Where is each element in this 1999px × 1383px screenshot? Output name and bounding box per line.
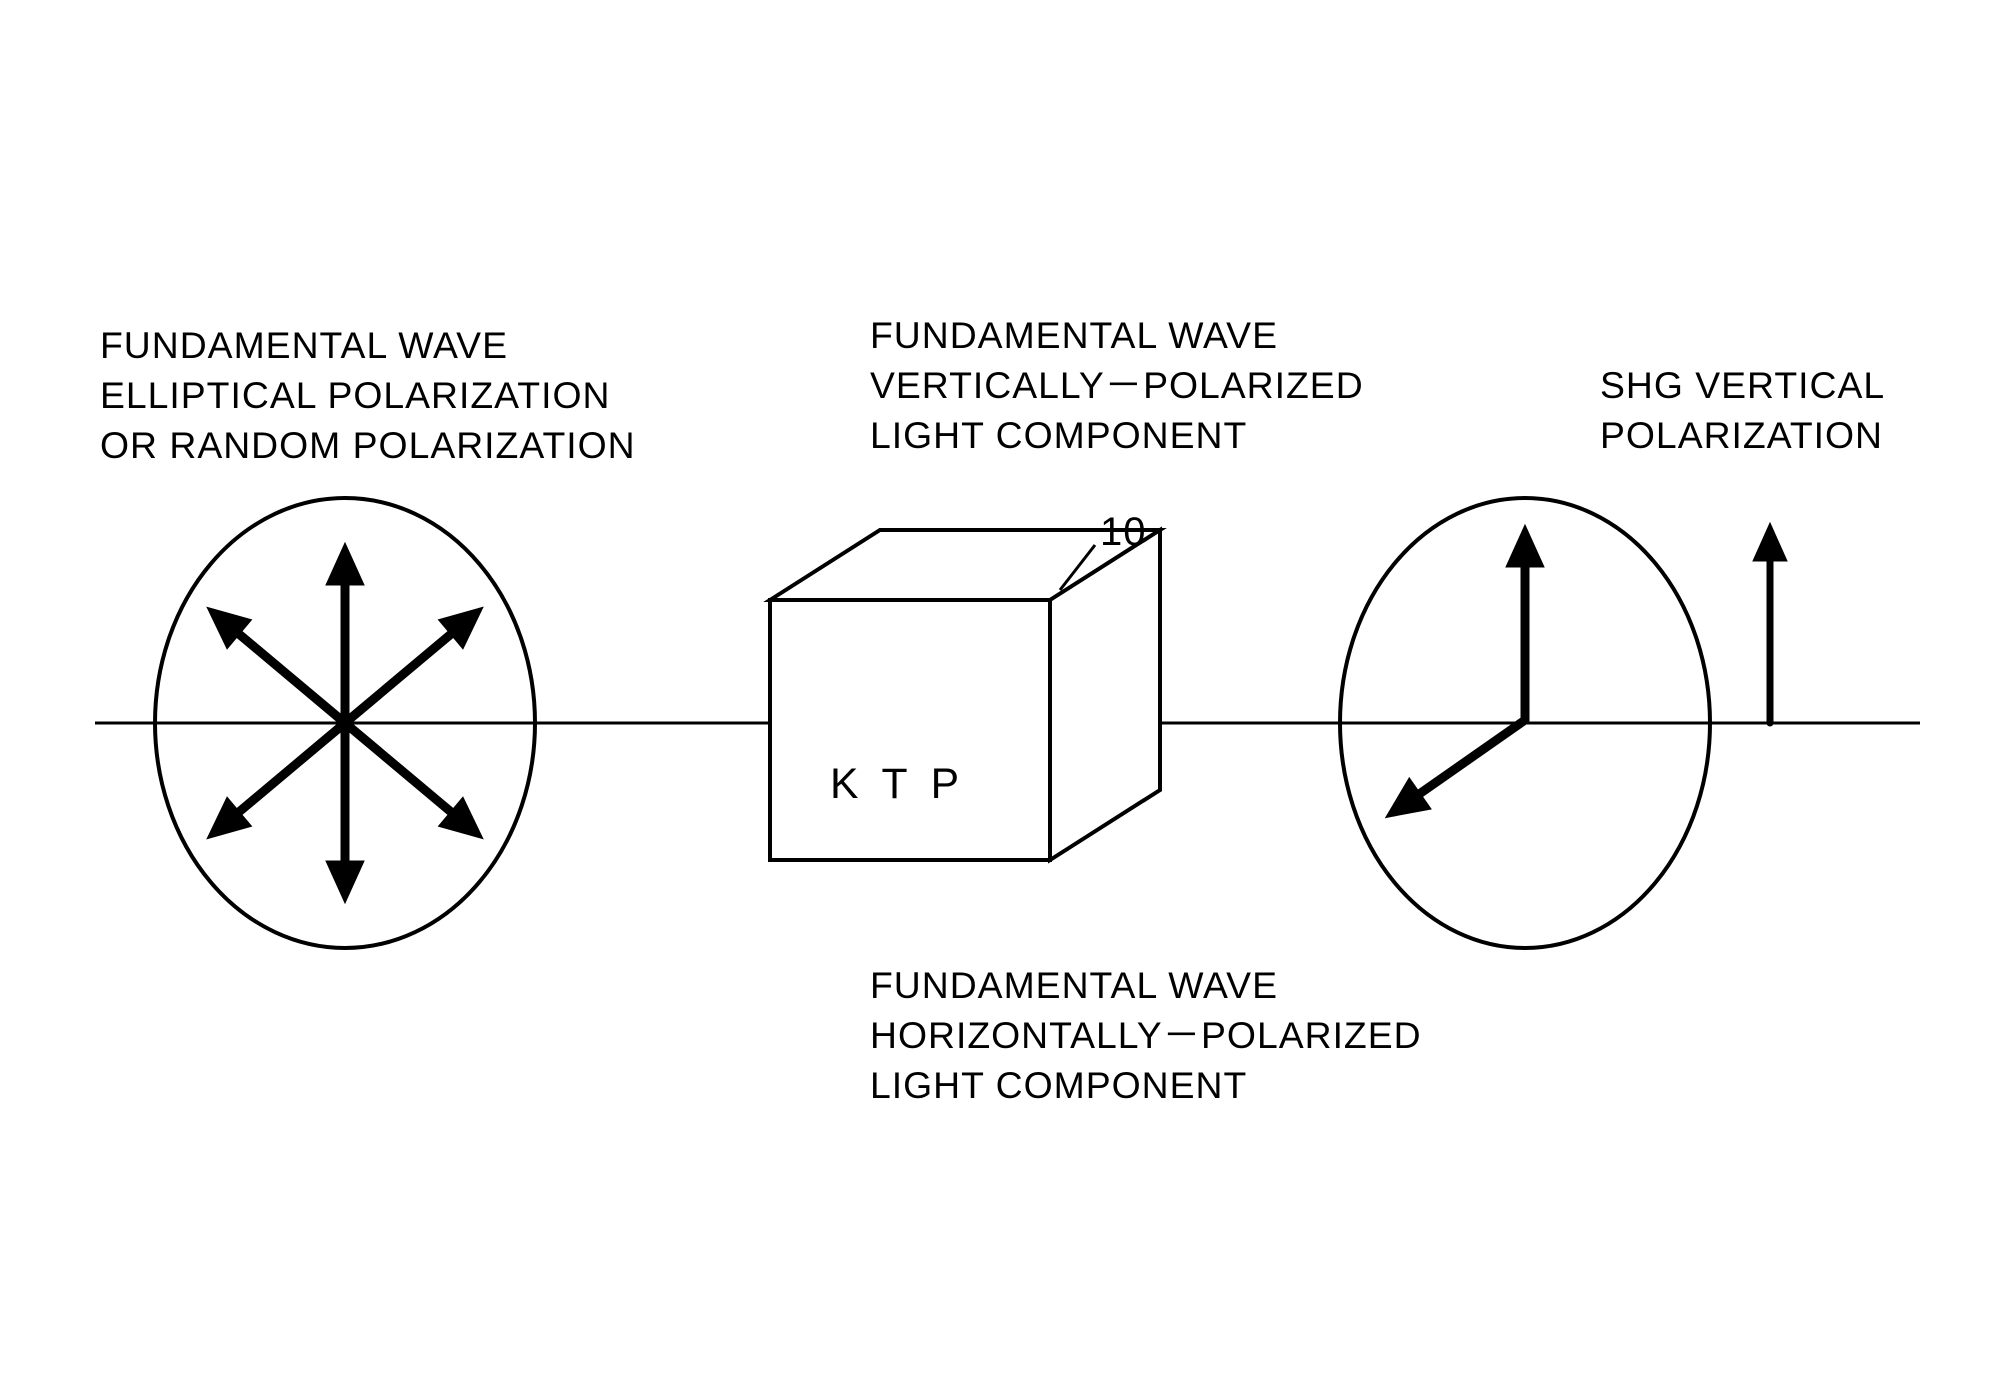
vertical-component-label-line: VERTICALLY－POLARIZED [870, 360, 1364, 410]
input-polarization-label-line: FUNDAMENTAL WAVE [100, 320, 636, 370]
horizontal-component-label-line: FUNDAMENTAL WAVE [870, 960, 1422, 1010]
shg-polarization-label-line: POLARIZATION [1600, 410, 1885, 460]
horizontal-component-label-line: LIGHT COMPONENT [870, 1060, 1422, 1110]
horizontal-component-label: FUNDAMENTAL WAVEHORIZONTALLY－POLARIZEDLI… [870, 960, 1422, 1110]
vertical-component-label: FUNDAMENTAL WAVEVERTICALLY－POLARIZEDLIGH… [870, 310, 1364, 460]
input-polarization-label-line: OR RANDOM POLARIZATION [100, 420, 636, 470]
diagram-svg [0, 0, 1999, 1383]
vertical-component-label-line: LIGHT COMPONENT [870, 410, 1364, 460]
crystal-label: K T P [830, 760, 965, 809]
input-polarization-label: FUNDAMENTAL WAVEELLIPTICAL POLARIZATIONO… [100, 320, 636, 470]
input-polarization-label-line: ELLIPTICAL POLARIZATION [100, 370, 636, 420]
shg-polarization-label-line: SHG VERTICAL [1600, 360, 1885, 410]
vertical-component-label-line: FUNDAMENTAL WAVE [870, 310, 1364, 360]
horizontal-component-label-line: HORIZONTALLY－POLARIZED [870, 1010, 1422, 1060]
reference-number: 10 [1100, 510, 1147, 555]
shg-polarization-label: SHG VERTICALPOLARIZATION [1600, 360, 1885, 460]
